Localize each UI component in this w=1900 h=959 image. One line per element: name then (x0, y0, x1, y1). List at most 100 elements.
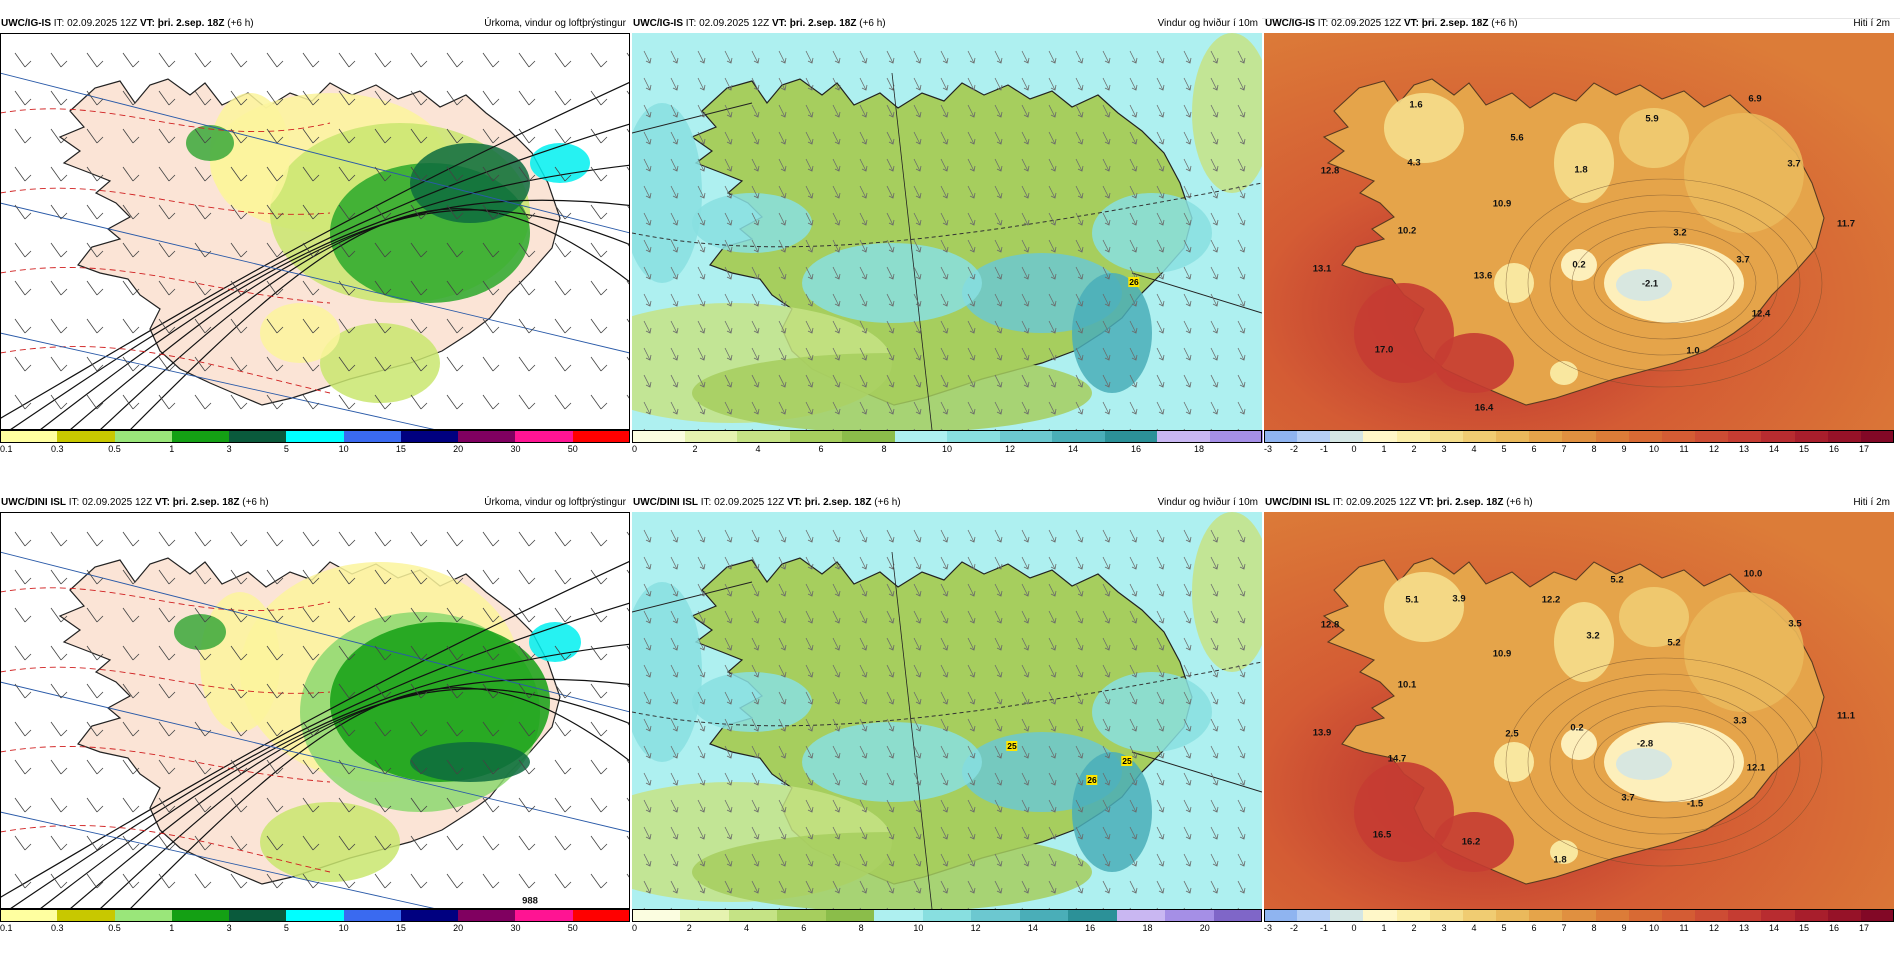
wind-barb (122, 873, 140, 889)
colorbar-tick-label: 16 (1130, 444, 1142, 454)
wind-arrow (1237, 212, 1246, 226)
wind-arrow (670, 664, 679, 678)
panel-header: UWC/DINI ISL IT: 02.09.2025 12Z VT: þri.… (1264, 494, 1894, 511)
wind-barb (554, 531, 572, 547)
wind-barb (626, 759, 630, 765)
wind-barb (374, 356, 392, 372)
wind-barb (14, 683, 32, 699)
colorbar-swatch (1595, 909, 1630, 922)
wind-barb (302, 569, 320, 585)
wind-arrow (1102, 853, 1111, 867)
wind-arrow (940, 374, 949, 388)
valid-time: þri. 2.sep. 18Z (157, 18, 225, 29)
wind-arrow (751, 212, 760, 226)
model-name: UWC/DINI ISL (1, 497, 66, 508)
wind-arrow (1156, 266, 1165, 280)
wind-arrow (1021, 556, 1030, 570)
wind-arrow (1156, 745, 1165, 759)
wind-barb (122, 607, 140, 623)
colorbar-tick-label: -2 (1289, 444, 1299, 454)
colorbar-swatch (57, 430, 116, 443)
temperature-label: 3.9 (1452, 593, 1466, 605)
wind-arrow (994, 556, 1003, 570)
init-time: 02.09.2025 12Z (82, 497, 153, 508)
colorbar-tick-label: -1 (1319, 444, 1329, 454)
valid-time-label: VT: (139, 18, 155, 29)
wind-arrow (913, 50, 922, 64)
wind-barb (374, 873, 392, 889)
wind-arrow (1021, 691, 1030, 705)
wind-arrow (1102, 529, 1111, 543)
colorbar-swatch (229, 909, 287, 922)
colorbar-swatch (894, 430, 948, 443)
pressure-label: 988 (522, 895, 538, 907)
valid-time-label: VT: (154, 497, 170, 508)
wind-arrow (967, 374, 976, 388)
wind-barb (446, 797, 464, 813)
lead-time: (+6 h) (242, 497, 269, 508)
wind-arrow (778, 293, 787, 307)
wind-barb (590, 394, 608, 410)
wind-arrow (913, 131, 922, 145)
temperature-label: 3.2 (1586, 630, 1600, 642)
wind-barb (554, 607, 572, 623)
wind-barb (446, 128, 464, 144)
wind-arrow (1048, 556, 1057, 570)
wind-arrow (967, 320, 976, 334)
model-name: UWC/IG-IS (633, 18, 683, 29)
wind-barb (482, 531, 500, 547)
wind-arrow (724, 212, 733, 226)
wind-arrow (724, 374, 733, 388)
wind-arrow (751, 799, 760, 813)
wind-arrow (778, 320, 787, 334)
wind-barb (266, 128, 284, 144)
colorbar-tick-label: 12 (1004, 444, 1016, 454)
wind-arrow (805, 131, 814, 145)
wind-barb (122, 394, 140, 410)
isobar-line (9, 123, 630, 430)
wind-arrow (967, 772, 976, 786)
wind-arrow (670, 266, 679, 280)
wind-barb (410, 797, 428, 813)
wind-barb (158, 683, 176, 699)
wind-barb (446, 759, 464, 775)
wind-arrow (1210, 266, 1219, 280)
colorbar-swatch (1165, 909, 1215, 922)
wind-barb (194, 759, 212, 775)
wind-barb (410, 128, 428, 144)
wind-arrow (886, 347, 895, 361)
wind-barb (230, 873, 248, 889)
wind-barb (194, 721, 212, 737)
map-svg (632, 33, 1262, 430)
panel-title: Hiti í 2m (1853, 497, 1890, 508)
wind-arrow (886, 826, 895, 840)
wind-arrow (940, 556, 949, 570)
wind-barb (482, 835, 500, 851)
wind-arrow (1021, 772, 1030, 786)
wind-arrow (805, 239, 814, 253)
wind-barb (158, 797, 176, 813)
isotherm-contour (1593, 242, 1735, 324)
wind-barb (266, 683, 284, 699)
wind-barb (410, 873, 428, 889)
colorbar-swatch (632, 430, 685, 443)
wind-arrow (1237, 772, 1246, 786)
wind-arrow (886, 239, 895, 253)
colorbar-swatch (515, 430, 574, 443)
wind-arrow (1102, 50, 1111, 64)
colorbar-tick-label: 3 (226, 444, 232, 454)
precip-area (529, 622, 581, 662)
wind-arrow (751, 637, 760, 651)
wind-arrow (778, 266, 787, 280)
wind-arrow (1048, 529, 1057, 543)
wind-barb (14, 52, 32, 68)
temperature-label: 16.2 (1461, 836, 1481, 848)
colorbar-tick-label: 5 (283, 923, 289, 933)
colorbar-tick-label: 15 (1798, 923, 1810, 933)
wind-arrow (1075, 664, 1084, 678)
wind-arrow (832, 637, 841, 651)
wind-arrow (1183, 745, 1192, 759)
wind-arrow (940, 320, 949, 334)
wind-arrow (805, 583, 814, 597)
colorbar-tick-label: 14 (1768, 444, 1780, 454)
